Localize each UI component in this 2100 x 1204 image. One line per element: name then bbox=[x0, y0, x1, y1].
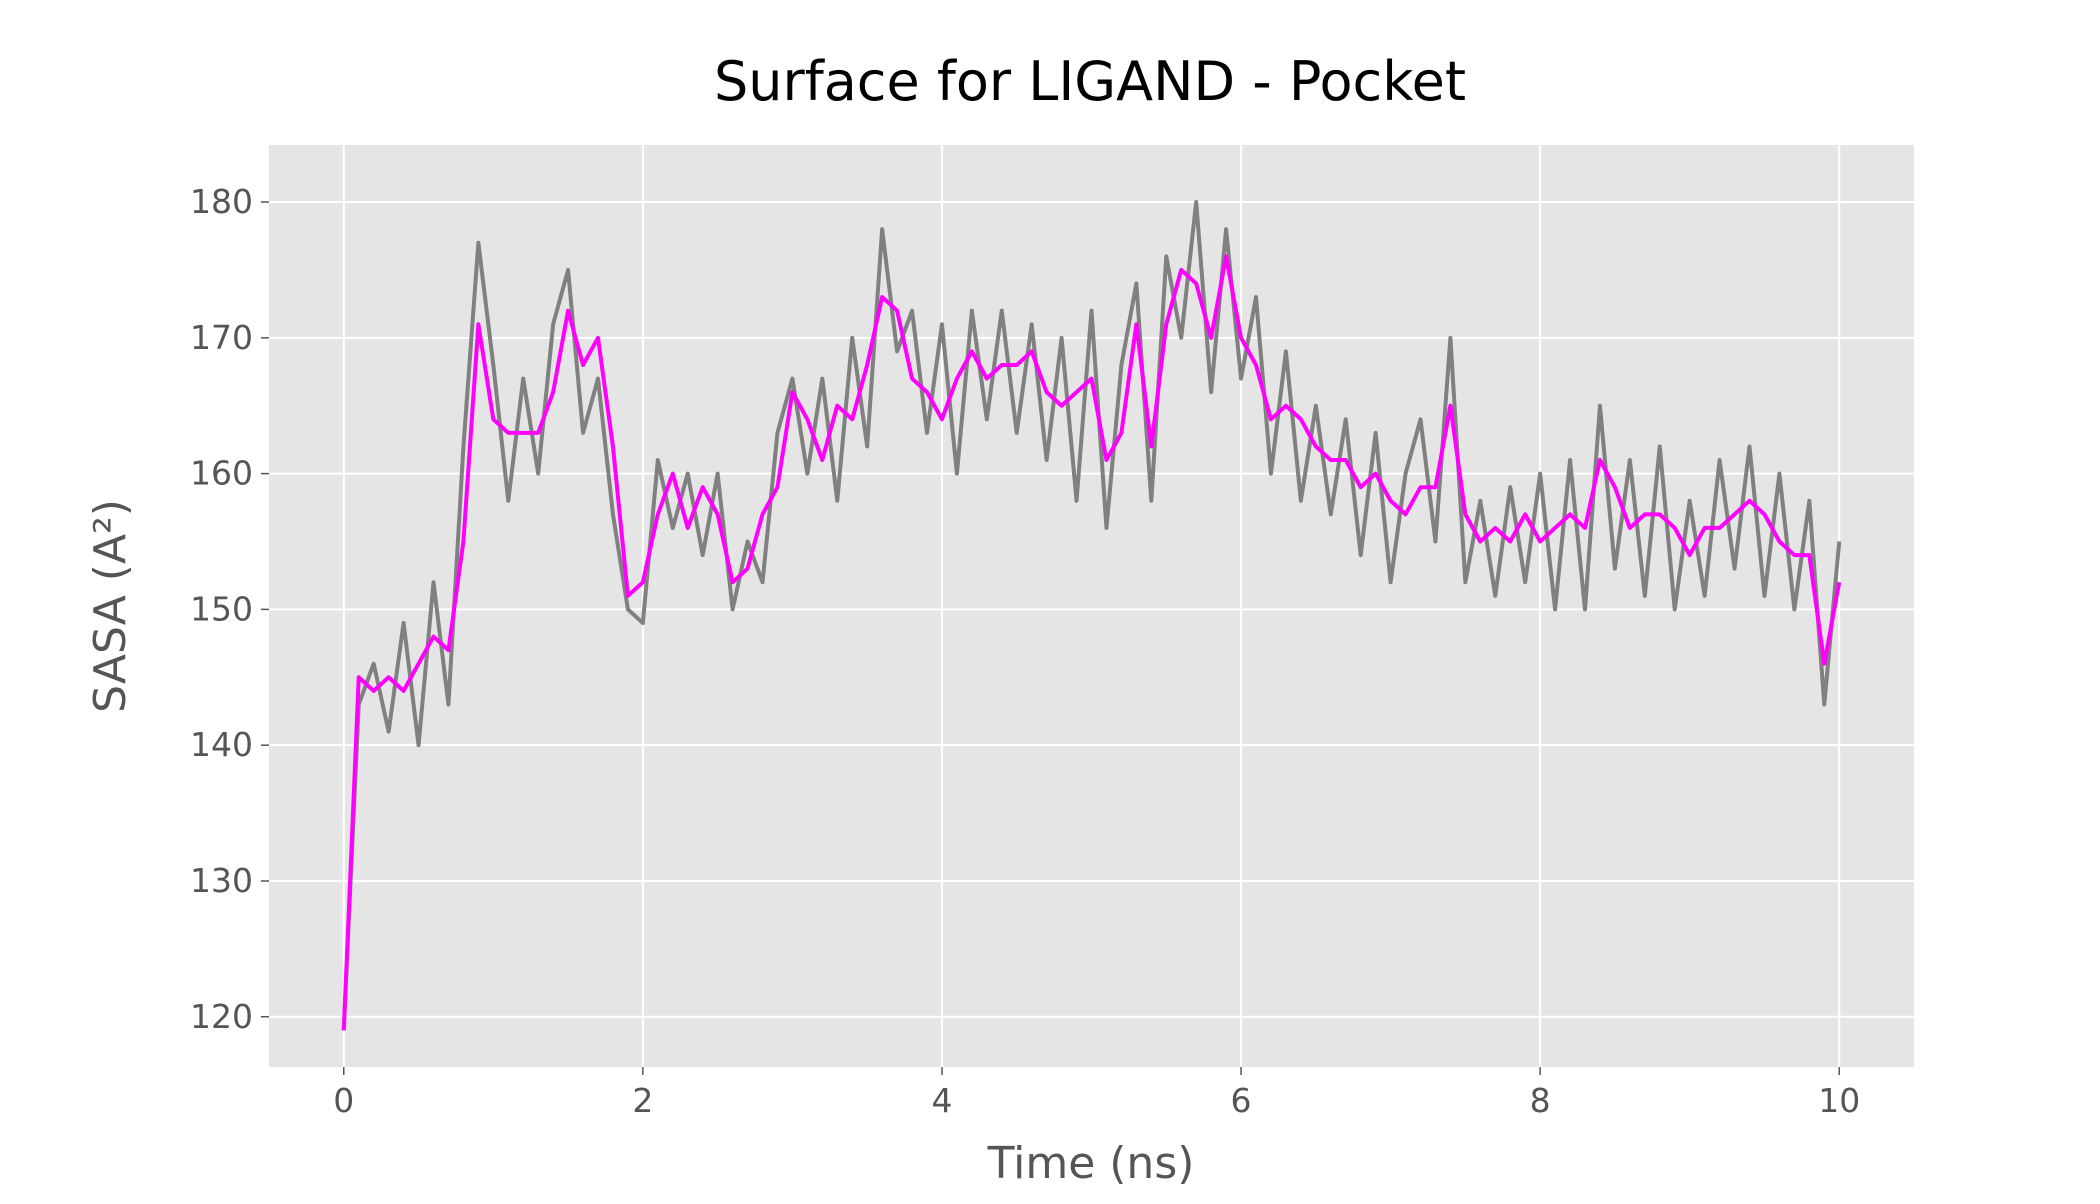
data-line bbox=[341, 254, 1842, 1031]
chart-title: Surface for LIGAND - Pocket bbox=[714, 50, 1466, 113]
x-tick-label: 10 bbox=[1818, 1081, 1860, 1120]
y-tick-label: 130 bbox=[190, 861, 253, 900]
x-tick-label: 0 bbox=[333, 1081, 354, 1120]
x-tick-label: 4 bbox=[931, 1081, 952, 1120]
y-tick-label: 160 bbox=[190, 454, 253, 493]
x-tick-label: 8 bbox=[1530, 1081, 1551, 1120]
y-tick-label: 140 bbox=[190, 725, 253, 764]
data-line bbox=[341, 200, 1842, 1031]
x-tick-label: 6 bbox=[1231, 1081, 1252, 1120]
plot-background bbox=[269, 145, 1914, 1067]
y-tick-label: 180 bbox=[190, 182, 253, 221]
y-tick-label: 120 bbox=[190, 997, 253, 1036]
y-tick-label: 170 bbox=[190, 318, 253, 357]
y-tick-label: 150 bbox=[190, 589, 253, 628]
y-axis-label: SASA (A²) bbox=[85, 499, 136, 713]
x-axis-label: Time (ns) bbox=[987, 1138, 1195, 1189]
x-tick-label: 2 bbox=[632, 1081, 653, 1120]
